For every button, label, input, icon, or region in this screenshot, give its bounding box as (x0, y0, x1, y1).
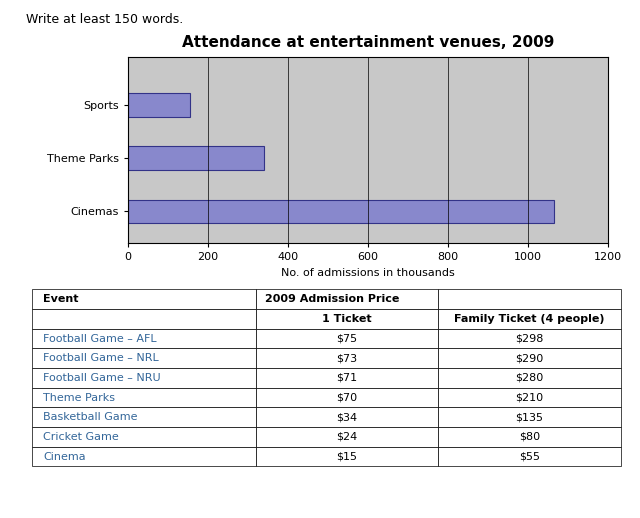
Bar (128, 146, 264, 170)
Text: Write at least 150 words.: Write at least 150 words. (26, 13, 183, 26)
Bar (128, 93, 190, 117)
X-axis label: No. of admissions in thousands: No. of admissions in thousands (281, 268, 455, 278)
Title: Attendance at entertainment venues, 2009: Attendance at entertainment venues, 2009 (182, 35, 554, 50)
Bar (128, 199, 554, 223)
